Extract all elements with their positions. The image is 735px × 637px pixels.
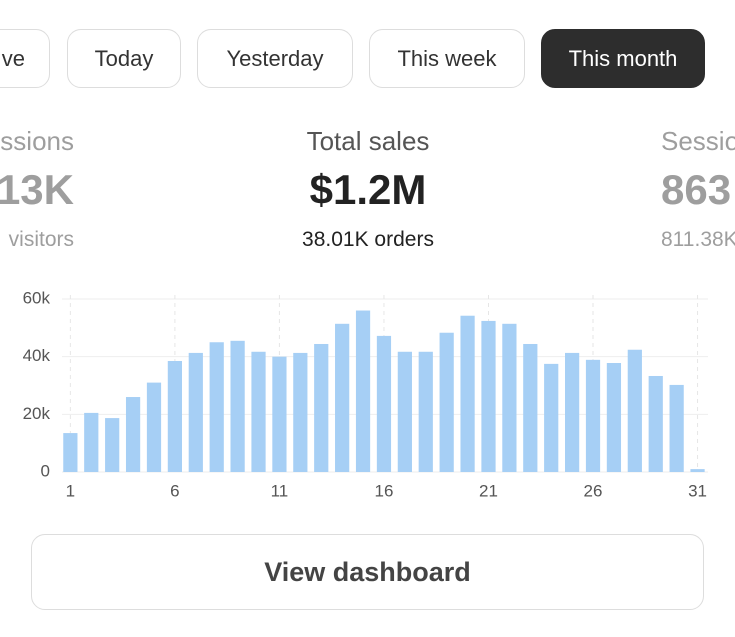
bar: [690, 469, 705, 472]
stat-sub: 38.01K orders: [302, 228, 434, 251]
x-tick-label: 26: [584, 481, 603, 500]
bar: [627, 349, 642, 472]
y-tick-label: 60k: [23, 288, 51, 307]
tab[interactable]: This month: [541, 29, 705, 88]
y-tick-label: 40k: [23, 346, 51, 365]
bar: [272, 356, 287, 472]
x-tick-label: 16: [374, 481, 393, 500]
bar: [355, 310, 371, 472]
tab[interactable]: Today: [67, 29, 181, 88]
bar: [565, 352, 580, 472]
bar: [146, 382, 162, 472]
y-tick-label: 0: [41, 461, 50, 480]
x-tick-label: 31: [688, 481, 707, 500]
bar: [397, 351, 412, 472]
bar: [167, 360, 183, 472]
bar: [502, 323, 517, 472]
bar: [314, 343, 329, 472]
stat-sub: visitors: [8, 228, 74, 251]
bar: [125, 397, 141, 472]
stat-label: Sessio: [661, 126, 735, 156]
bar: [376, 335, 392, 472]
bar: [230, 340, 245, 472]
x-tick-label: 11: [271, 481, 289, 500]
bar: [439, 332, 454, 472]
bar: [209, 342, 224, 472]
view-dashboard-button[interactable]: View dashboard: [31, 534, 704, 610]
tab[interactable]: Yesterday: [197, 29, 353, 88]
bar: [606, 363, 622, 472]
bar: [460, 315, 475, 472]
bar: [481, 320, 496, 472]
x-tick-label: 1: [66, 481, 75, 500]
bar: [669, 384, 684, 472]
y-tick-label: 20k: [23, 404, 51, 423]
bar: [63, 433, 78, 472]
tab[interactable]: This week: [369, 29, 525, 88]
bar: [523, 343, 538, 472]
stat-label: Total sales: [306, 126, 430, 156]
stat-sub: 811.38K: [661, 228, 735, 251]
stat-label: ssions: [0, 126, 74, 156]
bar: [293, 352, 308, 472]
x-tick-label: 6: [170, 481, 179, 500]
bar: [585, 359, 601, 472]
bar: [544, 363, 559, 472]
bar: [188, 352, 203, 472]
x-tick-label: 21: [479, 481, 498, 500]
bar: [418, 351, 433, 472]
bar: [648, 375, 663, 472]
stat-value: $1.2M: [309, 166, 427, 213]
bar: [84, 412, 99, 472]
stat-value: 863: [661, 166, 732, 213]
stat-value: 13K: [0, 166, 74, 213]
bar: [105, 418, 120, 472]
bar: [335, 323, 350, 472]
tab[interactable]: ve: [0, 29, 50, 88]
bar: [251, 351, 266, 472]
